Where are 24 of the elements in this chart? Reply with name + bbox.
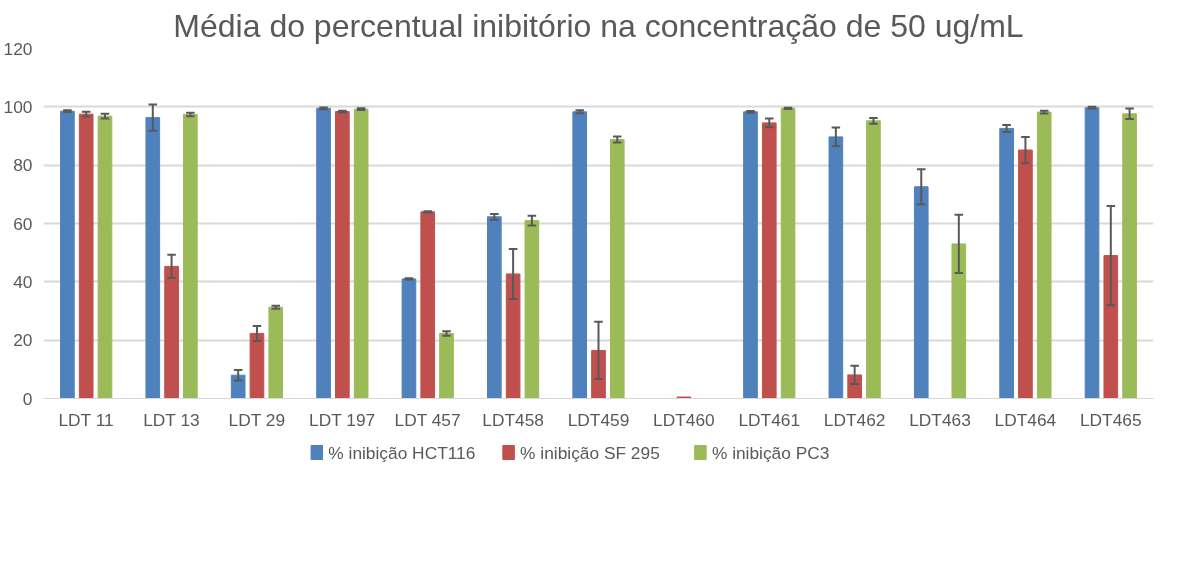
x-tick-label: LDT 457 (394, 409, 461, 430)
x-tick-label: LDT 197 (309, 409, 376, 430)
y-tick-label: 20 (13, 330, 33, 351)
chart-title: Média do percentual inibitório na concentração de 50 ug/mL (173, 7, 1024, 44)
y-tick-label: 100 (3, 96, 33, 117)
x-tick-label: LDT463 (909, 409, 971, 430)
x-tick-label: LDT 13 (143, 409, 200, 430)
x-tick-label: LDT460 (653, 409, 715, 430)
y-tick-label: 0 (22, 388, 33, 409)
x-tick-label: LDT459 (567, 409, 630, 430)
x-tick-label: LDT 11 (58, 409, 114, 430)
x-tick-label: LDT464 (994, 409, 1057, 430)
y-tick-label: 80 (13, 155, 33, 176)
x-tick-label: LDT 29 (228, 409, 286, 430)
legend-label: % inibição SF 295 (520, 442, 660, 463)
legend-label: % inibição PC3 (711, 442, 830, 463)
x-tick-label: LDT462 (823, 409, 886, 430)
x-tick-label: LDT458 (482, 409, 544, 430)
legend-label: % inibição HCT116 (328, 442, 476, 463)
y-tick-label: 120 (3, 38, 33, 59)
x-tick-label: LDT461 (738, 409, 801, 430)
x-tick-label: LDT465 (1079, 409, 1142, 430)
y-tick-label: 60 (13, 213, 33, 234)
y-tick-label: 40 (13, 271, 33, 292)
